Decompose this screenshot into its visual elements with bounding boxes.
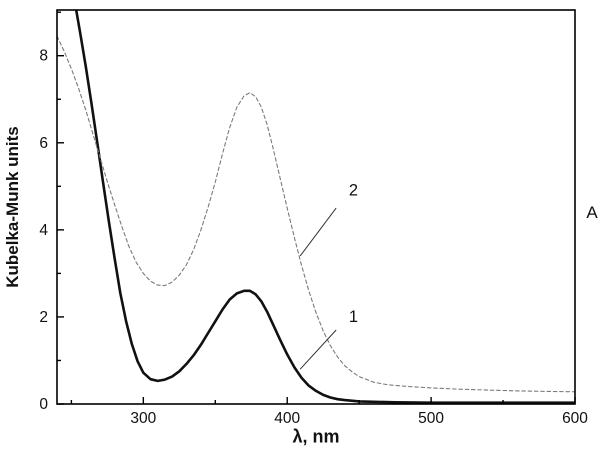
plot-border xyxy=(56,9,576,405)
curve-1-label: 1 xyxy=(349,308,358,326)
y-axis-label: Kubelka-Munk units xyxy=(3,126,22,288)
curve-2-label: 2 xyxy=(349,182,358,200)
svg-text:600: 600 xyxy=(562,410,588,427)
svg-text:500: 500 xyxy=(418,410,444,427)
svg-text:0: 0 xyxy=(39,396,48,413)
svg-text:2: 2 xyxy=(39,309,48,326)
axis-ticks xyxy=(57,11,576,405)
series-1-line xyxy=(74,10,575,404)
series-2-line xyxy=(57,35,575,393)
tick-labels: 300 400 500 600 0 2 4 6 8 xyxy=(39,48,588,427)
svg-text:8: 8 xyxy=(39,48,48,65)
curve-2-leader-line xyxy=(299,207,337,257)
svg-text:400: 400 xyxy=(274,410,300,427)
svg-text:6: 6 xyxy=(39,135,48,152)
right-axis-label: A xyxy=(586,203,598,222)
x-axis-label: λ, nm xyxy=(292,426,340,447)
svg-text:300: 300 xyxy=(130,410,156,427)
svg-text:4: 4 xyxy=(39,222,48,239)
curve-1-leader-line xyxy=(299,329,337,370)
